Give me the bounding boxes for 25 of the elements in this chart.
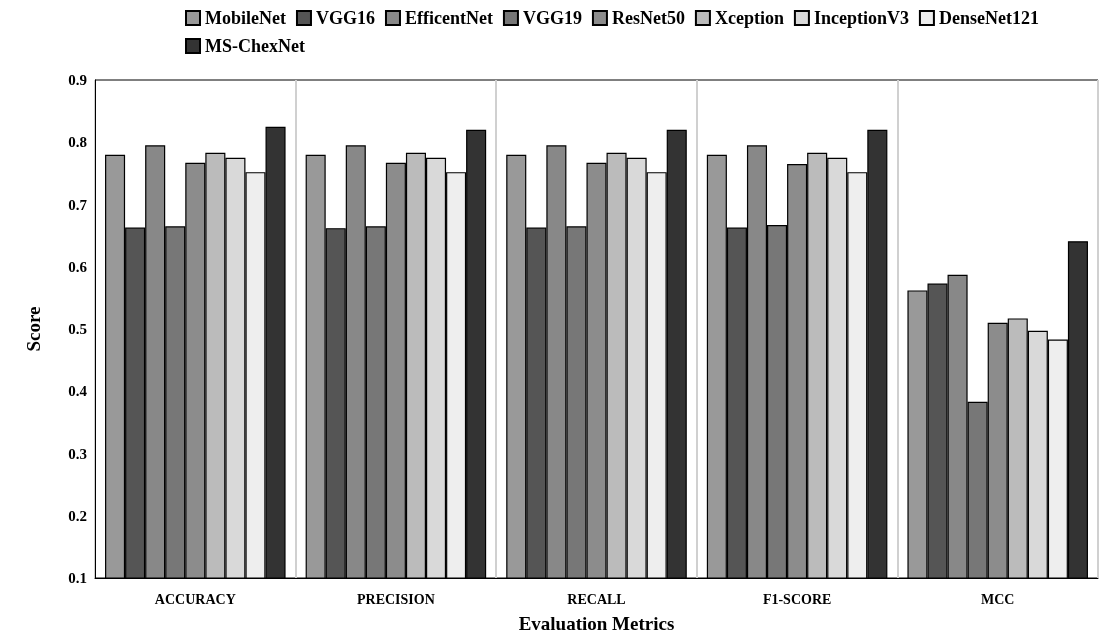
x-tick-label: MCC [980, 591, 1015, 607]
legend-label: EfficentNet [404, 8, 493, 28]
y-tick-label: 0.1 [68, 570, 87, 586]
legend-label: MobileNet [205, 8, 286, 28]
y-tick-label: 0.3 [68, 445, 87, 462]
y-tick-label: 0.7 [68, 196, 88, 213]
y-axis-title: Score [23, 306, 44, 352]
x-tick-label: PRECISION [357, 591, 435, 607]
y-tick-label: 0.2 [68, 507, 87, 524]
y-tick-label: 0.8 [68, 134, 87, 151]
legend-label: Xception [714, 8, 784, 28]
y-tick-label: 0.9 [68, 72, 87, 88]
y-tick-label: 0.5 [68, 321, 87, 337]
legend-label: VGG16 [315, 8, 375, 28]
x-tick-label: F1-SCORE [762, 591, 832, 607]
y-tick-label: 0.4 [68, 383, 88, 400]
legend-label: MS-ChexNet [205, 36, 305, 56]
legend-label: VGG19 [522, 8, 582, 28]
x-tick-label: RECALL [567, 591, 626, 607]
x-axis-title: Evaluation Metrics [518, 613, 675, 634]
legend-label: DenseNet121 [938, 8, 1039, 28]
legend-label: ResNet50 [611, 8, 685, 28]
x-tick-label: ACCURACY [154, 591, 236, 607]
y-tick-label: 0.6 [68, 258, 88, 275]
legend-label: InceptionV3 [813, 8, 909, 28]
